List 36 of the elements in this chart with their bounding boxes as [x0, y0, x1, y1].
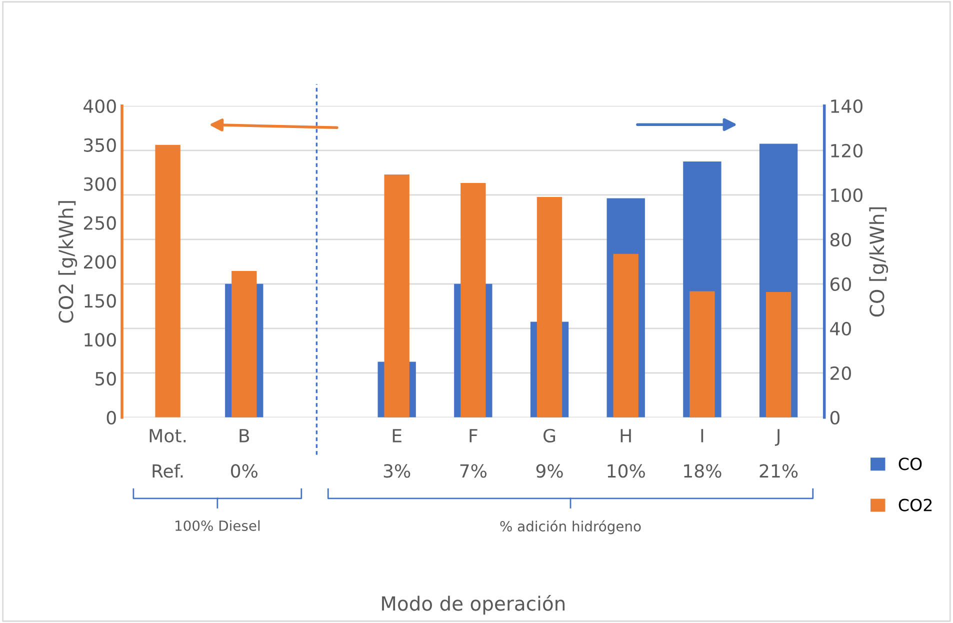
x-tick-label: Mot. Ref.: [150, 429, 186, 478]
category-label: E 3%: [384, 429, 410, 478]
y2-tick-label: 0: [830, 410, 840, 425]
bar: [766, 292, 792, 418]
text: Modo de operación: [382, 594, 565, 615]
y2-axis-title: CO [g/kWh]: [869, 207, 888, 317]
x-tick-label: G 9%: [536, 428, 563, 478]
bar: [690, 291, 715, 418]
y-tick-label: 200: [84, 255, 116, 269]
y-tick-label: 350: [84, 138, 116, 152]
y2-tick-label: 60: [830, 277, 851, 292]
bar: [155, 144, 180, 418]
y-tick-label: 150: [84, 294, 116, 308]
x-tick-label: J 21%: [760, 429, 798, 478]
y2-tick-label: 140: [831, 99, 862, 114]
category-label: H 10%: [608, 429, 645, 478]
y2-tick-label: 40: [830, 322, 851, 336]
y-tick-label: 300: [84, 177, 116, 191]
y-tick-label: 50: [96, 372, 116, 386]
legend-label: CO: [898, 458, 922, 470]
bar: [613, 254, 638, 418]
text: 100% Diesel: [176, 520, 260, 531]
y2-tick-label: 20: [830, 366, 851, 380]
category-label: I 18%: [684, 429, 722, 478]
y-axis-title: CO2 [g/kWh]: [58, 201, 78, 323]
legend-label: CO2: [898, 498, 932, 512]
y-tick-label: 400: [84, 99, 116, 114]
category-label: F 7%: [460, 429, 486, 478]
y2-tick-label: 120: [831, 144, 862, 158]
y-tick-label: 0: [106, 410, 116, 425]
y-tick-label: 100: [84, 332, 116, 347]
text: % adición hidrógeno: [500, 520, 641, 534]
category-label: B 0%: [231, 429, 258, 478]
y2-tick-label: 80: [830, 232, 851, 247]
y2-tick-label: 100: [831, 188, 862, 202]
y-tick-label: 250: [84, 216, 116, 230]
